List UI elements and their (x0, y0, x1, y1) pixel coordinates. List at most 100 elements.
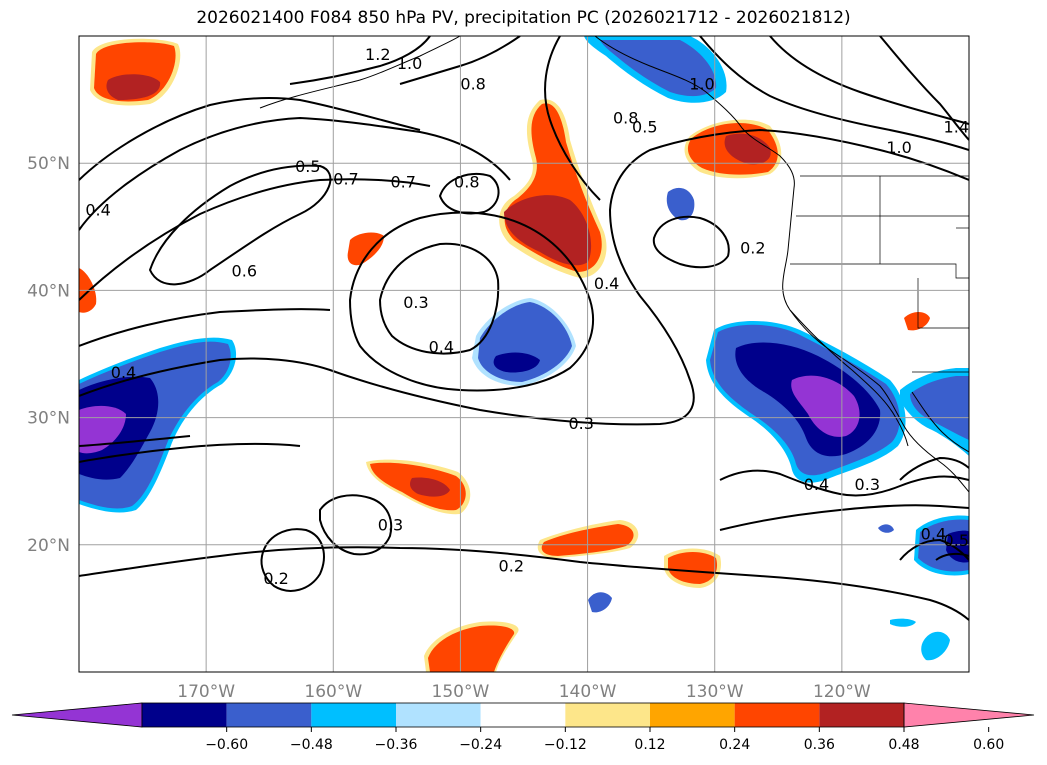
pv-contour-line (769, 36, 969, 125)
colorbar-tick-label: −0.24 (459, 737, 502, 753)
pv-contour-line (79, 96, 421, 181)
pv-contour-line (79, 435, 191, 447)
colorbar-tick-label: 0.12 (634, 737, 665, 753)
longitude-labels: 170°W 160°W 150°W 140°W 130°W 120°W (177, 682, 871, 702)
colorbar-segment (819, 703, 904, 727)
political-borders (790, 175, 969, 373)
precip-negative-region (600, 40, 717, 97)
precip-negative-region (666, 187, 695, 221)
contour-value-label: 0.7 (390, 172, 415, 191)
pv-contour-line (148, 164, 332, 286)
longitude-label: 130°W (686, 682, 744, 702)
longitude-label: 160°W (304, 682, 362, 702)
colorbar-tick-label: −0.12 (544, 737, 587, 753)
latitude-label: 50°N (27, 154, 70, 174)
pv-contour-line (544, 36, 601, 201)
aleutian-coast (259, 36, 461, 109)
contour-value-label: 0.4 (594, 274, 619, 293)
pv-contour-line (719, 469, 969, 497)
precip-positive-region (904, 312, 930, 331)
colorbar-tick-label: 0.60 (973, 737, 1004, 753)
colorbar-segment (396, 703, 481, 727)
state-border (917, 278, 969, 329)
precip-negative-region (890, 618, 916, 627)
contour-value-label: 0.4 (804, 475, 829, 494)
pv-contour-line (899, 538, 969, 561)
precip-positive-region (410, 477, 450, 497)
pv-contour-line (260, 528, 325, 592)
contour-value-label: 0.3 (855, 475, 880, 494)
contour-value-label: 0.3 (378, 516, 403, 535)
pv-contour-line (348, 211, 595, 392)
colorbar-outline (141, 702, 905, 728)
contour-labels: 0.80.70.80.8 1.00.51.01.41.2 1.00.50.70.40… (85, 45, 969, 588)
pv-contour-line (79, 178, 431, 301)
contour-value-label: 0.2 (263, 569, 288, 588)
pv-contour-line (899, 456, 969, 481)
colorbar-tick-label: −0.48 (290, 737, 333, 753)
colorbar-tick-label: −0.36 (375, 737, 418, 753)
pv-contour-line (79, 442, 301, 463)
pv-contour-line (719, 504, 969, 531)
contour-value-label: 0.2 (499, 556, 524, 575)
colorbar-tick-label: 0.36 (804, 737, 835, 753)
pv-contour-line (652, 215, 730, 269)
precip-positive-region (504, 195, 592, 266)
longitude-label: 120°W (813, 682, 871, 702)
colorbar-tick-label: 0.24 (719, 737, 750, 753)
colorbar-tick-label: −0.60 (205, 737, 248, 753)
pv-contour-line (289, 36, 431, 85)
pv-contours (79, 36, 969, 621)
latitude-label: 40°N (27, 281, 70, 301)
contour-value-label: 0.3 (403, 293, 428, 312)
contour-value-label: 0.8 (613, 109, 638, 128)
pv-contour-line (879, 36, 969, 141)
contour-value-label: 1.0 (689, 74, 714, 93)
contour-value-label: 0.4 (85, 200, 110, 219)
state-border (790, 263, 969, 279)
pv-contour-line (378, 242, 500, 355)
north-america-coastline (594, 36, 969, 493)
contour-value-label: 0.4 (921, 525, 946, 544)
contour-value-label: 0.5 (295, 157, 320, 176)
contour-value-label: 0.4 (111, 363, 136, 382)
colorbar-segment (565, 703, 650, 727)
colorbar-segment (734, 703, 820, 727)
longitude-label: 170°W (177, 682, 235, 702)
colorbar-extend-low (11, 702, 143, 728)
pv-contour-line (935, 552, 969, 561)
colorbar-segment (142, 703, 227, 727)
coastlines (259, 36, 969, 493)
precip-negative-region (493, 352, 540, 373)
colorbar-extend-high (903, 702, 1035, 728)
precip-negative-region (910, 376, 969, 440)
longitude-label: 150°W (432, 682, 490, 702)
contour-value-label: 1.0 (886, 138, 911, 157)
colorbar-segment (650, 703, 735, 727)
contour-value-label: 0.4 (429, 338, 454, 357)
longitude-label: 140°W (559, 682, 617, 702)
map-title: 2026021400 F084 850 hPa PV, precipitatio… (196, 8, 851, 28)
contour-value-label: 0.2 (740, 238, 765, 257)
precip-negative-region (791, 375, 860, 437)
contour-value-label: 0.3 (568, 414, 593, 433)
precip-positive-region (668, 552, 718, 584)
contour-value-label: 0.5 (944, 531, 969, 550)
contour-value-label: 0.8 (460, 74, 485, 93)
contour-value-label: 0.8 (454, 172, 479, 191)
graticule (79, 36, 969, 672)
colorbar-segment (311, 703, 396, 727)
latitude-labels: 50°N 40°N 30°N 20°N (27, 154, 70, 556)
precip-negative-region (588, 592, 612, 613)
gulf-coast (911, 391, 969, 453)
baja-coastline (789, 309, 909, 447)
contour-value-label: 0.7 (333, 170, 358, 189)
colorbar-segment (480, 703, 566, 727)
precip-positive-region (428, 625, 515, 672)
precip-negative-region (921, 631, 950, 661)
contour-value-label: 0.6 (232, 261, 257, 280)
precip-positive-region (724, 133, 771, 165)
colorbar: −0.60 −0.48 −0.36 −0.24 −0.12 0.12 0.24 0.36 0.4… (11, 702, 1035, 753)
precip-negative-region (878, 524, 894, 533)
